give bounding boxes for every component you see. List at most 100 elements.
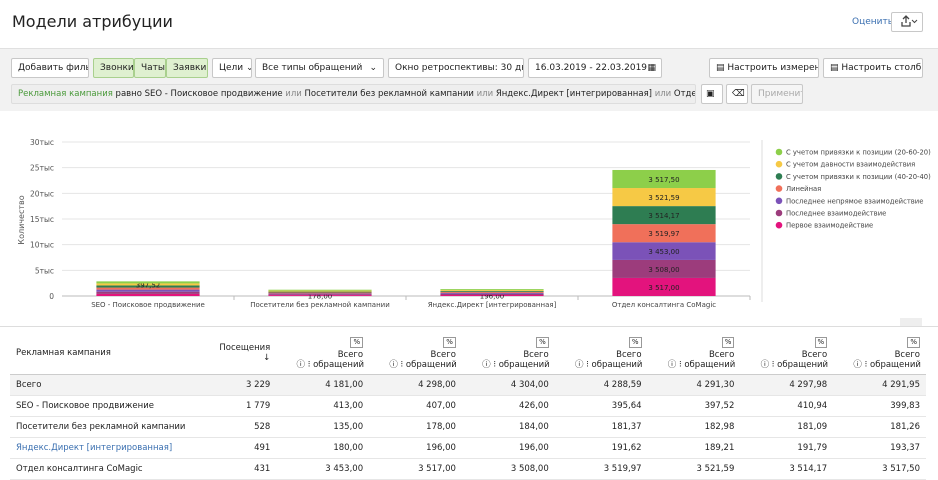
model-icon: ⓘ ⁝	[853, 359, 870, 370]
cell-text: 407,00	[426, 401, 456, 411]
bar-segment	[612, 188, 716, 207]
columns-label: Настроить столбцы	[841, 63, 922, 73]
cell-text: 431	[254, 464, 271, 474]
types-select[interactable]: Все типы обращений ⌄	[255, 58, 384, 78]
header-label: Всего обращений	[777, 349, 829, 370]
cell-text: 491	[254, 443, 271, 453]
cell-text: 426,00	[518, 401, 549, 411]
data-label: 397,52	[136, 281, 161, 289]
channel-toggle[interactable]: Чаты	[134, 58, 166, 78]
cell-text: 181,26	[890, 422, 920, 432]
table-cell: 135,00	[276, 416, 370, 438]
legend-label: С учетом привязки к позиции (20-60-20)	[786, 149, 931, 157]
dimensions-button[interactable]: ▤ Настроить измерения	[709, 58, 819, 78]
table-row: Отдел консалтинга CoMagic 431 3 453,00 3 51…	[10, 458, 926, 480]
cell-text[interactable]: Яндекс.Директ [интегрированная]	[16, 443, 173, 453]
export-button[interactable]	[891, 12, 923, 32]
table-row: Всего 3 229 4 181,00 4 298,00 4 304,00 4 288,…	[10, 374, 926, 396]
table-cell: 399,83	[833, 395, 926, 417]
cell-text: 4 288,59	[603, 380, 642, 390]
y-axis-label: Количество	[17, 195, 26, 244]
column-header: % ⓘ ⁝ Всего обращений	[461, 332, 555, 375]
collapse-toggle[interactable]	[900, 318, 922, 326]
data-label: 3 514,17	[648, 212, 679, 220]
cell-text: 184,00	[518, 422, 549, 432]
bar-segment	[96, 283, 200, 286]
bar-segment	[612, 169, 716, 189]
save-filter[interactable]: ▣	[701, 84, 723, 104]
sort-arrow: ↓	[263, 353, 271, 363]
apply-button[interactable]: Применить	[751, 84, 803, 104]
filter-value: Отдел консалтинга CoMagic	[673, 89, 695, 99]
pct-toggle: %	[721, 336, 735, 348]
x-tick-label: Посетители без рекламной кампании	[250, 301, 390, 309]
table-cell: 196,00	[461, 437, 555, 459]
cell-text: 1 779	[245, 401, 271, 411]
cell-text: 196,00	[426, 443, 456, 453]
filter-joiner: или	[476, 89, 494, 99]
table-cell: 4 297,98	[740, 374, 834, 396]
table-cell: 191,62	[554, 437, 648, 459]
table-cell: 181,26	[833, 416, 926, 438]
column-header: % ⓘ ⁝ Всего обращений	[740, 332, 834, 375]
filter-joiner: или	[285, 89, 302, 99]
window-select[interactable]: Окно ретроспективы: 30 дней ⌄	[388, 58, 524, 78]
bar-segment	[612, 259, 716, 278]
data-label: 3 517,00	[648, 284, 679, 292]
table-cell: 4 288,59	[554, 374, 648, 396]
cell-text: 410,94	[797, 401, 828, 411]
goals-select[interactable]: Цели ⌄	[212, 58, 252, 78]
data-label: 3 521,59	[648, 194, 679, 202]
model-icon: ⓘ ⁝	[667, 359, 685, 370]
bar-segment	[268, 289, 372, 291]
y-tick-label: 20тыс	[30, 189, 54, 198]
bar-segment	[268, 290, 372, 292]
legend-label: С учетом привязки к позиции (40-20-40)	[786, 173, 931, 181]
export-icon	[901, 15, 918, 27]
data-label: 178,00	[308, 293, 333, 301]
bar-segment	[612, 242, 716, 260]
date-picker[interactable]: 16.03.2019 - 22.03.2019 ▦	[528, 58, 662, 78]
table-cell: 189,21	[647, 437, 741, 459]
table-cell: Посетители без рекламной кампании	[10, 416, 202, 438]
channel-toggle[interactable]: Заявки	[166, 58, 208, 78]
pct-toggle: %	[814, 336, 828, 348]
table-cell: SEO - Поисковое продвижение	[10, 395, 202, 417]
cell-text: Всего	[16, 380, 42, 390]
table-cell: 181,37	[554, 416, 648, 438]
legend-swatch	[775, 160, 783, 168]
pct-toggle: %	[536, 336, 549, 348]
legend-swatch	[775, 185, 783, 192]
columns-button[interactable]: ▤ Настроить столбцы	[823, 58, 923, 78]
model-icon: ⓘ ⁝	[574, 359, 592, 370]
bar-segment	[96, 293, 200, 296]
cell-text: 4 304,00	[510, 380, 549, 390]
table-cell: 4 181,00	[276, 374, 370, 396]
table-cell: 491	[202, 437, 277, 459]
bar-segment	[440, 294, 544, 296]
pct-toggle: %	[350, 336, 364, 348]
legend-swatch	[775, 197, 783, 205]
model-icon: ⓘ ⁝	[760, 359, 778, 370]
header-label: Рекламная кампания	[16, 348, 111, 358]
bar-segment	[96, 287, 200, 290]
column-header: % ⓘ ⁝ Всего обращений	[647, 332, 741, 375]
clear-filter[interactable]: ⌫	[726, 84, 748, 104]
channel-toggle[interactable]: Звонки	[93, 58, 134, 78]
bar-segment	[440, 290, 544, 292]
filter-chip[interactable]: Рекламная кампания равно SEO - Поисковое…	[11, 84, 696, 104]
header-label: Всего обращений	[684, 349, 736, 370]
cell-text: Отдел консалтинга CoMagic	[16, 464, 143, 474]
cell-text: 196,00	[518, 443, 549, 453]
rate-link[interactable]: Оценить	[852, 17, 894, 27]
header-label: Всего обращений	[498, 349, 550, 370]
table-cell: 3 508,00	[461, 458, 555, 480]
bar-segment	[612, 206, 716, 225]
cell-text: 193,37	[890, 443, 920, 453]
table-cell: 181,09	[740, 416, 834, 438]
column-header: Рекламная кампания	[10, 332, 202, 375]
model-icon: ⓘ ⁝	[482, 359, 499, 370]
filter-value: Посетители без рекламной кампании	[304, 89, 474, 99]
chart: Количество 0 5тыс 10тыс 15тыс 20тыс 25тыс 30ты…	[17, 138, 931, 326]
add-filter[interactable]: Добавить филь...	[11, 58, 89, 78]
